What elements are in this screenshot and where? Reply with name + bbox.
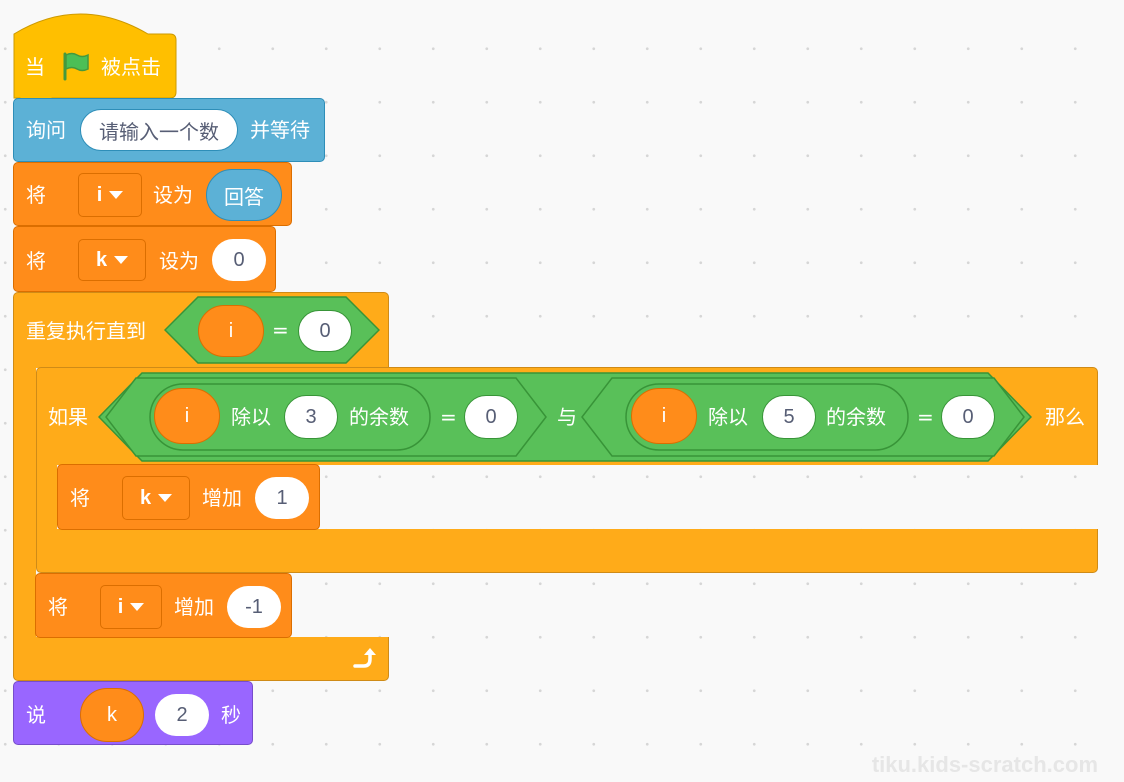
operator-equals: =: [272, 318, 289, 342]
variable-reporter-i[interactable]: i: [154, 388, 220, 444]
change-i-block[interactable]: 将 i 增加 -1: [35, 573, 292, 638]
ask-and-wait-block[interactable]: 询问 请输入一个数 并等待: [13, 98, 325, 162]
set-verb: 将: [26, 249, 46, 273]
change-verb: 将: [70, 486, 90, 510]
set-verb: 将: [26, 183, 46, 207]
green-flag-icon: [63, 52, 89, 81]
mod-label: 除以: [231, 405, 271, 429]
variable-reporter-i[interactable]: i: [198, 305, 264, 357]
dropdown-arrow-icon: [158, 494, 173, 502]
variable-name: i: [117, 595, 124, 618]
variable-name: k: [95, 248, 108, 271]
set-k-block[interactable]: 将 k 设为 0: [13, 226, 276, 292]
repeat-bottom-arm: [13, 637, 389, 681]
and-label: 与: [557, 405, 577, 429]
right-compare-input[interactable]: 0: [941, 395, 995, 439]
variable-reporter-k[interactable]: k: [80, 688, 144, 742]
dropdown-arrow-icon: [109, 191, 124, 199]
loop-arrow-icon: [353, 648, 376, 668]
change-mid: 增加: [174, 595, 214, 619]
variable-dropdown-i[interactable]: i: [78, 173, 142, 217]
change-verb: 将: [48, 595, 68, 619]
dropdown-arrow-icon: [114, 256, 129, 264]
if-bottom-arm: [36, 529, 1098, 573]
ask-label: 询问: [26, 118, 66, 142]
variable-name: k: [139, 486, 152, 509]
remainder-label: 的余数: [826, 405, 886, 429]
secs-unit-label: 秒: [221, 703, 241, 727]
repeat-label: 重复执行直到: [26, 319, 146, 343]
operator-equals: =: [440, 405, 457, 429]
if-spine: [36, 464, 57, 530]
change-k-value-input[interactable]: 1: [255, 477, 309, 519]
variable-name: i: [96, 183, 103, 206]
dropdown-arrow-icon: [130, 603, 145, 611]
change-mid: 增加: [202, 486, 242, 510]
ask-question-input[interactable]: 请输入一个数: [80, 109, 238, 151]
remainder-label: 的余数: [349, 405, 409, 429]
divisor-input-5[interactable]: 5: [762, 395, 816, 439]
watermark: tiku.kids-scratch.com: [871, 752, 1098, 777]
answer-reporter[interactable]: 回答: [206, 169, 282, 221]
set-mid: 设为: [159, 249, 199, 273]
divisor-input-3[interactable]: 3: [284, 395, 338, 439]
say-for-secs-block[interactable]: 说 k 2 秒: [13, 681, 253, 745]
ask-suffix: 并等待: [250, 118, 310, 142]
left-compare-input[interactable]: 0: [464, 395, 518, 439]
change-i-value-input[interactable]: -1: [227, 586, 281, 628]
hat-suffix: 被点击: [101, 55, 161, 79]
hat-block-shape[interactable]: [13, 13, 177, 107]
variable-dropdown-k[interactable]: k: [78, 239, 146, 281]
mod-label: 除以: [708, 405, 748, 429]
say-label: 说: [26, 703, 46, 727]
repeat-spine: [13, 367, 36, 639]
variable-dropdown-k[interactable]: k: [122, 476, 190, 520]
set-mid: 设为: [153, 183, 193, 207]
if-label: 如果: [48, 405, 88, 429]
variable-dropdown-i[interactable]: i: [100, 585, 162, 629]
hat-prefix: 当: [25, 55, 45, 79]
operator-equals: =: [917, 405, 934, 429]
variable-reporter-i[interactable]: i: [631, 388, 697, 444]
say-secs-input[interactable]: 2: [155, 694, 209, 736]
repeat-value-input[interactable]: 0: [298, 310, 352, 352]
change-k-block[interactable]: 将 k 增加 1: [57, 464, 320, 530]
set-k-value-input[interactable]: 0: [212, 239, 266, 281]
then-label: 那么: [1045, 405, 1085, 429]
set-i-block[interactable]: 将 i 设为 回答: [13, 162, 292, 226]
